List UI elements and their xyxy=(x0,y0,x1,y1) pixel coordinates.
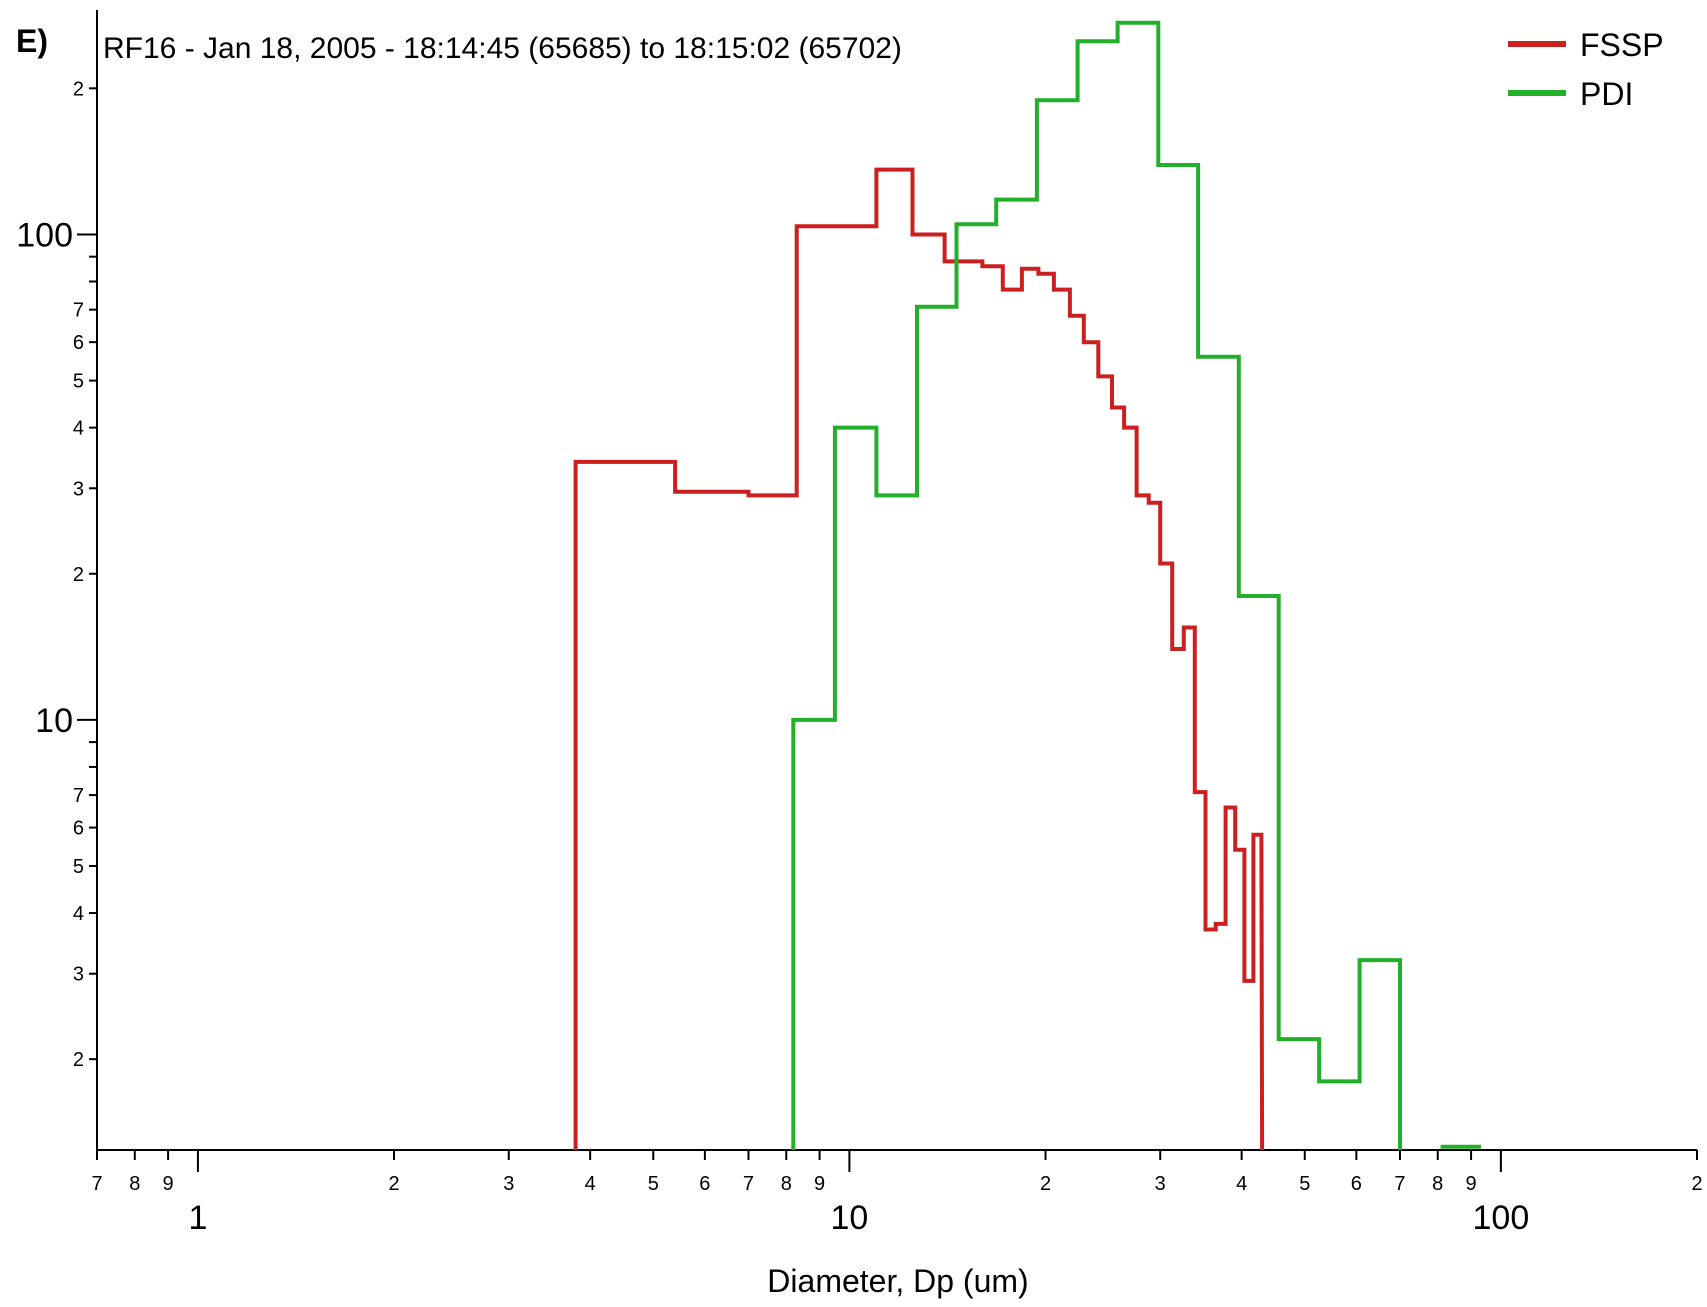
x-minor-tick-label: 6 xyxy=(699,1173,710,1195)
x-axis-title: Diameter, Dp (um) xyxy=(767,1263,1028,1299)
y-minor-tick-label: 2 xyxy=(73,564,84,586)
y-minor-tick-label: 4 xyxy=(73,418,84,440)
y-minor-tick-label: 7 xyxy=(73,785,84,807)
x-minor-tick-label: 9 xyxy=(163,1173,174,1195)
x-minor-tick-label: 2 xyxy=(1691,1173,1702,1195)
series-pdi-line xyxy=(791,20,1402,1150)
axes: 7 8 9 2 3 4 5 6 7 8 9 2 3 4 5 6 7 8 9 21 10 10023456723456721… xyxy=(16,10,1703,1237)
x-minor-tick-label: 3 xyxy=(503,1173,514,1195)
x-minor-tick-label: 3 xyxy=(1155,1173,1166,1195)
x-minor-tick-label: 8 xyxy=(1432,1173,1443,1195)
x-minor-tick-label: 6 xyxy=(1351,1173,1362,1195)
y-minor-tick-label: 3 xyxy=(73,964,84,986)
series-fssp-line xyxy=(573,167,1265,1151)
legend-label-fssp: FSSP xyxy=(1580,27,1664,63)
x-minor-tick-label: 8 xyxy=(129,1173,140,1195)
y-minor-tick-label: 6 xyxy=(73,818,84,840)
legend: FSSP PDI xyxy=(1508,27,1664,112)
y-minor-tick-label: 7 xyxy=(73,300,84,322)
x-major-tick-label: 100 xyxy=(1473,1199,1530,1237)
y-minor-tick-label: 2 xyxy=(73,78,84,100)
y-minor-tick-label: 4 xyxy=(73,903,84,925)
y-minor-tick-label: 3 xyxy=(73,478,84,500)
x-minor-tick-label: 5 xyxy=(648,1173,659,1195)
x-major-tick-label: 10 xyxy=(830,1199,868,1237)
x-minor-tick-label: 7 xyxy=(743,1173,754,1195)
x-minor-tick-label: 7 xyxy=(1394,1173,1405,1195)
panel-label: E) xyxy=(16,23,48,59)
x-minor-tick-label: 9 xyxy=(814,1173,825,1195)
x-minor-tick-label: 7 xyxy=(91,1173,102,1195)
y-minor-tick-label: 2 xyxy=(73,1049,84,1071)
y-major-tick-label: 100 xyxy=(16,216,73,254)
x-minor-tick-label: 5 xyxy=(1299,1173,1310,1195)
x-major-tick-label: 1 xyxy=(188,1199,207,1237)
y-minor-tick-label: 5 xyxy=(73,371,84,393)
x-minor-tick-label: 4 xyxy=(1236,1173,1247,1195)
y-minor-tick-label: 6 xyxy=(73,332,84,354)
legend-label-pdi: PDI xyxy=(1580,76,1633,112)
x-minor-tick-label: 9 xyxy=(1466,1173,1477,1195)
series-layer xyxy=(573,20,1481,1151)
chart-title: RF16 - Jan 18, 2005 - 18:14:45 (65685) t… xyxy=(103,32,902,65)
x-minor-tick-label: 8 xyxy=(781,1173,792,1195)
x-minor-tick-label: 2 xyxy=(1040,1173,1051,1195)
y-major-tick-label: 10 xyxy=(35,702,73,740)
x-minor-tick-label: 4 xyxy=(585,1173,596,1195)
y-minor-tick-label: 5 xyxy=(73,856,84,878)
x-minor-tick-label: 2 xyxy=(388,1173,399,1195)
